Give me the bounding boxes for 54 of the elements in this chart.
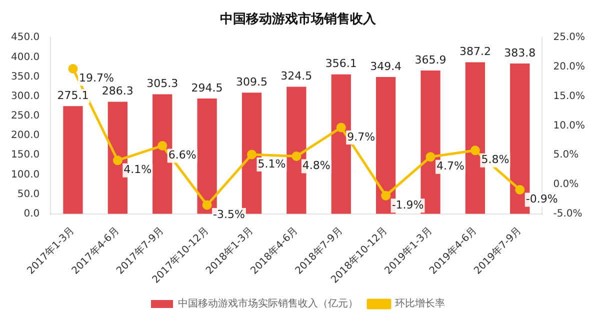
data-label: -0.9% — [526, 192, 558, 206]
data-label: 349.4 — [370, 60, 402, 73]
data-label: 4.7% — [436, 160, 464, 173]
point — [381, 190, 391, 200]
data-label: 356.1 — [325, 57, 357, 70]
y2-tick-label: 10.0% — [553, 120, 586, 132]
data-label: 309.5 — [236, 75, 268, 88]
y-tick-label: 400.0 — [10, 52, 40, 63]
data-label: 294.5 — [191, 81, 223, 94]
point — [202, 200, 212, 210]
y2-tick-label: 25.0% — [553, 32, 586, 44]
y-tick-label: 350.0 — [10, 71, 40, 82]
y-tick-label: 150.0 — [10, 150, 40, 161]
point — [158, 140, 168, 150]
y-tick-label: 200.0 — [10, 130, 40, 142]
y-tick-label: 300.0 — [10, 90, 40, 102]
y2-tick-label: 15.0% — [553, 90, 586, 102]
data-label: 9.7% — [347, 130, 376, 144]
data-label: 305.3 — [146, 77, 178, 90]
point — [470, 146, 480, 156]
data-label: 5.8% — [481, 153, 510, 166]
y-tick-label: 100.0 — [10, 169, 40, 180]
y2-tick-label: 5.0% — [553, 150, 579, 161]
legend-label: 环比增长率 — [395, 298, 445, 310]
point — [68, 64, 78, 74]
data-label: 19.7% — [78, 72, 114, 85]
point — [426, 152, 436, 162]
legend-label: 中国移动游戏市场实际销售收入（亿元） — [178, 298, 358, 310]
y-tick-label: 50.0 — [17, 188, 40, 200]
point — [336, 122, 346, 132]
data-label: -1.9% — [392, 198, 424, 212]
point — [292, 152, 302, 162]
y2-tick-label: 0.0% — [553, 179, 579, 190]
data-label: -3.5% — [213, 208, 245, 221]
data-label: 286.3 — [102, 84, 134, 98]
data-label: 387.2 — [459, 45, 491, 58]
data-label: 4.1% — [124, 163, 152, 176]
data-label: 275.1 — [57, 88, 89, 102]
data-label: 6.6% — [168, 148, 196, 162]
data-label: 324.5 — [280, 70, 312, 83]
point — [112, 156, 122, 166]
bar — [63, 106, 83, 214]
point — [246, 150, 256, 160]
y-tick-label: 250.0 — [10, 110, 40, 122]
point — [515, 184, 525, 194]
data-label: 383.8 — [504, 46, 536, 60]
chart-title: 中国移动游戏市场销售收入 — [220, 11, 377, 28]
data-label: 5.1% — [258, 157, 286, 170]
y-tick-label: 450.0 — [10, 32, 40, 44]
data-label: 365.9 — [414, 53, 446, 66]
y2-tick-label: 20.0% — [553, 62, 586, 73]
y2-tick-label: -5.0% — [553, 208, 582, 220]
y-tick-label: 0.0 — [24, 208, 40, 220]
data-label: 4.8% — [302, 159, 330, 172]
